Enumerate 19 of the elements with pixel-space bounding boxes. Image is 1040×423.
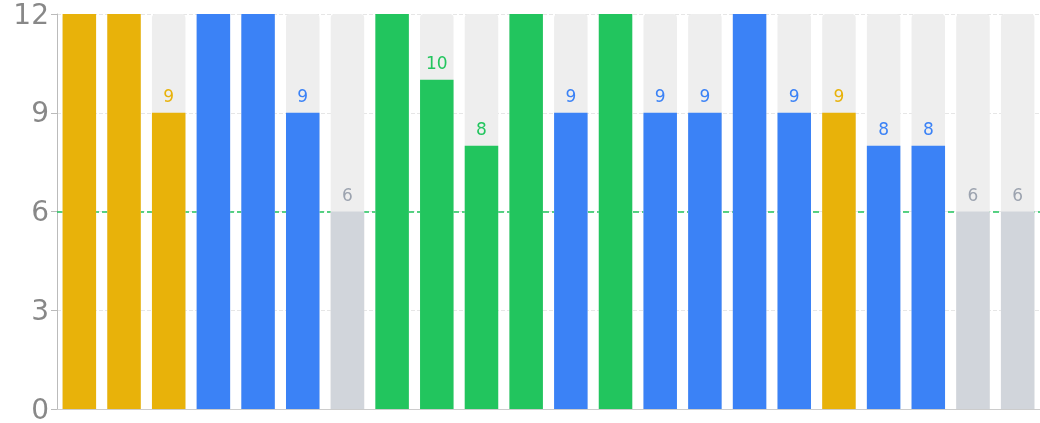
data-label: 9 xyxy=(654,86,666,107)
data-label: 6 xyxy=(967,185,979,205)
y-tick-label: 0 xyxy=(31,392,49,423)
data-label: 9 xyxy=(297,86,309,107)
data-label: 8 xyxy=(878,119,890,140)
y-tick-label: 9 xyxy=(31,96,49,130)
y-tick-label: 12 xyxy=(13,0,49,31)
data-label: 8 xyxy=(922,119,934,140)
data-label: 6 xyxy=(342,185,353,205)
data-label: 9 xyxy=(833,86,845,107)
data-label: 9 xyxy=(699,86,711,107)
data-label: 9 xyxy=(565,86,577,107)
data-label: 9 xyxy=(163,86,175,107)
data-label: 9 xyxy=(788,86,800,107)
data-label: 10 xyxy=(425,53,448,74)
data-label: 8 xyxy=(476,119,487,140)
y-tick-label: 6 xyxy=(31,195,49,228)
data-label: 6 xyxy=(1012,185,1024,205)
y-tick-label: 3 xyxy=(31,293,49,327)
